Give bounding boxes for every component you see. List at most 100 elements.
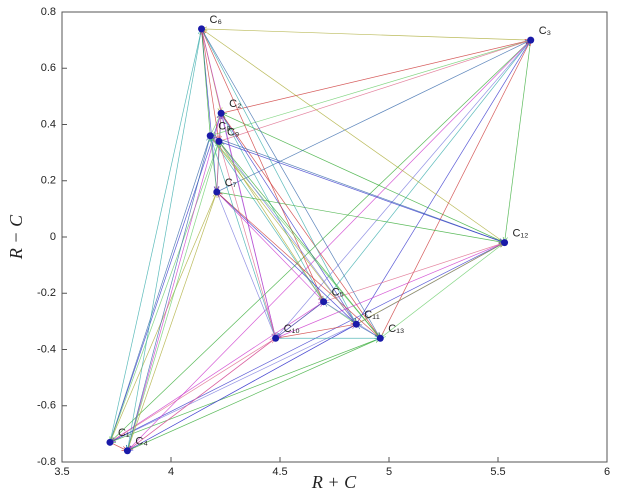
relation-arrow (127, 337, 380, 452)
relation-arrow (201, 28, 357, 324)
relation-arrow (202, 29, 276, 339)
relation-arrow (276, 242, 505, 339)
point-label: C₇ (225, 177, 237, 189)
x-axis-title: R + C (311, 472, 357, 492)
relation-arrow (218, 141, 276, 338)
relation-arrow (109, 29, 202, 443)
point (501, 239, 509, 247)
relation-arrow (109, 338, 276, 443)
relation-arrow (127, 113, 221, 451)
point (376, 334, 384, 342)
point (272, 334, 280, 342)
y-tick-label: 0.2 (41, 175, 56, 187)
point-label: C₄ (135, 436, 148, 448)
relation-arrow (218, 141, 324, 301)
point-label: C₁₁ (364, 309, 380, 321)
point-label: C₂ (229, 98, 241, 110)
relation-arrow (220, 113, 323, 301)
relation-arrow (127, 337, 276, 451)
relation-arrow (109, 113, 221, 443)
relation-arrow (201, 28, 381, 338)
relation-arrow (356, 40, 530, 325)
point (106, 438, 114, 446)
relation-arrow (276, 301, 324, 339)
relation-arrow (202, 29, 505, 243)
relation-arrow (127, 39, 531, 451)
y-tick-label: 0 (50, 231, 56, 243)
relation-arrow (210, 136, 505, 243)
relation-arrow (219, 141, 357, 325)
relation-arrow (110, 39, 531, 442)
relation-arrow (379, 40, 530, 339)
relation-arrow (275, 324, 357, 339)
point-label: C₁ (118, 427, 130, 439)
relation-arrow (216, 191, 276, 338)
relation-arrow (216, 40, 531, 193)
relation-arrow (218, 141, 505, 242)
relation-arrow (127, 135, 211, 451)
x-tick-label: 3.5 (54, 466, 69, 478)
point (352, 320, 360, 328)
relation-arrow (216, 191, 324, 302)
point-label: C₁₀ (284, 323, 300, 335)
relation-arrow (217, 192, 357, 325)
point (198, 25, 206, 33)
relation-arrow (380, 242, 505, 339)
point (217, 109, 225, 117)
relation-arrow (218, 40, 531, 142)
x-tick-label: 4 (168, 466, 174, 478)
relation-arrow (221, 112, 505, 243)
relation-arrow (127, 192, 216, 451)
point-label: C₁₃ (388, 323, 404, 335)
relation-arrow (219, 141, 381, 339)
point-label: C₃ (539, 25, 551, 37)
point (206, 132, 214, 140)
point (213, 188, 221, 196)
relation-arrow (110, 141, 220, 442)
relation-arrow (127, 141, 219, 451)
relation-arrow (220, 113, 380, 338)
relation-arrow (202, 29, 531, 41)
relation-arrow (110, 323, 357, 442)
y-tick-label: -0.2 (37, 287, 56, 299)
relation-arrow (109, 191, 218, 442)
y-tick-label: -0.6 (37, 400, 56, 412)
point-label: C₅ (332, 287, 344, 299)
relation-arrow (209, 135, 380, 339)
x-tick-label: 5.5 (490, 466, 505, 478)
point-label: C₆ (210, 14, 222, 26)
point-label: C₉ (227, 126, 239, 138)
relation-arrow (505, 40, 532, 243)
x-tick-label: 6 (604, 466, 610, 478)
relation-arrow (109, 136, 210, 443)
relation-arrow (209, 135, 356, 324)
relation-arrow (210, 136, 276, 339)
relation-arrow (217, 141, 219, 192)
point (215, 137, 223, 145)
relation-arrow (127, 28, 202, 451)
x-tick-label: 5 (386, 466, 392, 478)
relation-arrow (201, 28, 219, 142)
relation-arrow (356, 243, 504, 325)
relation-arrow (356, 324, 381, 339)
y-tick-label: 0.8 (41, 6, 56, 18)
point (527, 36, 535, 44)
relation-arrow (276, 39, 531, 338)
y-tick-label: -0.4 (37, 343, 56, 355)
relation-arrow (217, 192, 381, 339)
y-tick-label: 0.6 (41, 62, 56, 74)
y-tick-label: 0.4 (41, 118, 56, 130)
relation-arrow (221, 40, 531, 114)
relation-arrow (210, 136, 218, 193)
relation-arrow (210, 136, 324, 302)
point (320, 298, 328, 306)
y-tick-label: -0.8 (37, 456, 56, 468)
relation-arrow (210, 39, 531, 136)
relation-arrow (202, 29, 211, 136)
point-label: C₈ (218, 121, 231, 133)
relation-arrow (109, 243, 505, 443)
point (123, 447, 131, 455)
relation-arrow (110, 337, 381, 442)
relation-arrow (323, 40, 531, 302)
